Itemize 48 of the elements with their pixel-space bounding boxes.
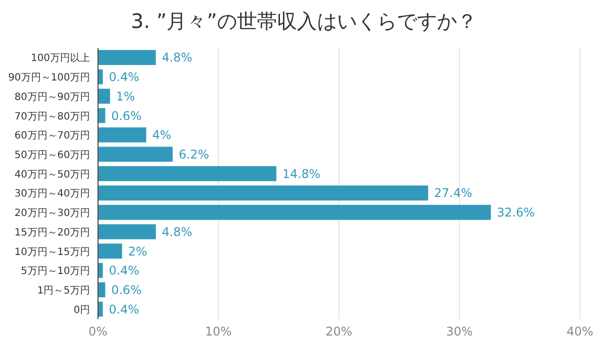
y-tick-label: 5万円～10万円 xyxy=(20,266,90,278)
chart-title: 3. ”月々”の世帯収入はいくらですか？ xyxy=(130,8,478,35)
bar xyxy=(98,108,106,124)
y-tick-label: 20万円～30万円 xyxy=(14,208,90,220)
data-label: 4.8% xyxy=(162,50,192,65)
y-tick-label: 50万円～60万円 xyxy=(14,150,90,162)
data-label: 1% xyxy=(116,89,136,104)
data-label: 0.4% xyxy=(108,302,140,316)
bar xyxy=(98,204,491,220)
y-tick-label: 60万円～70万円 xyxy=(14,130,90,142)
data-label: 32.6% xyxy=(496,206,535,220)
x-tick-label: 30% xyxy=(446,324,473,339)
bar xyxy=(98,262,103,278)
bar xyxy=(98,50,156,65)
data-label: 4.8% xyxy=(162,224,192,239)
data-label: 27.4% xyxy=(434,186,472,200)
y-tick-label: 1円～5万円 xyxy=(37,286,90,297)
bar xyxy=(98,146,173,162)
data-label: 4% xyxy=(152,128,172,142)
x-tick-label: 20% xyxy=(326,324,352,339)
data-label: 0.4% xyxy=(108,70,140,84)
bar xyxy=(98,244,122,259)
y-tick-label: 40万円～50万円 xyxy=(14,169,90,180)
x-tick-label: 40% xyxy=(566,324,594,339)
bar xyxy=(98,127,146,142)
bar xyxy=(98,88,110,104)
x-tick-label: 10% xyxy=(205,324,232,339)
y-tick-label: 30万円～40万円 xyxy=(14,188,90,200)
data-label: 14.8% xyxy=(282,166,320,181)
y-tick-label: 10万円～15万円 xyxy=(14,246,90,258)
bar xyxy=(98,224,156,240)
data-label: 0.6% xyxy=(111,108,142,123)
y-tick-label: 90万円～100万円 xyxy=(8,72,90,84)
y-tick-label: 70万円～80万円 xyxy=(14,111,90,122)
data-label: 6.2% xyxy=(178,147,210,162)
data-label: 0.6% xyxy=(111,282,142,297)
bar xyxy=(98,186,428,200)
bar xyxy=(98,282,106,298)
bar xyxy=(98,69,103,84)
x-tick-label: 0% xyxy=(88,324,108,339)
data-label: 0.4% xyxy=(108,264,140,278)
y-tick-label: 0円 xyxy=(74,304,90,316)
y-tick-label: 100万円以上 xyxy=(30,52,90,64)
data-label: 2% xyxy=(128,244,148,258)
bar xyxy=(98,302,103,317)
y-tick-label: 15万円～20万円 xyxy=(14,227,90,238)
bar xyxy=(98,166,276,182)
y-tick-label: 80万円～90万円 xyxy=(14,92,90,103)
